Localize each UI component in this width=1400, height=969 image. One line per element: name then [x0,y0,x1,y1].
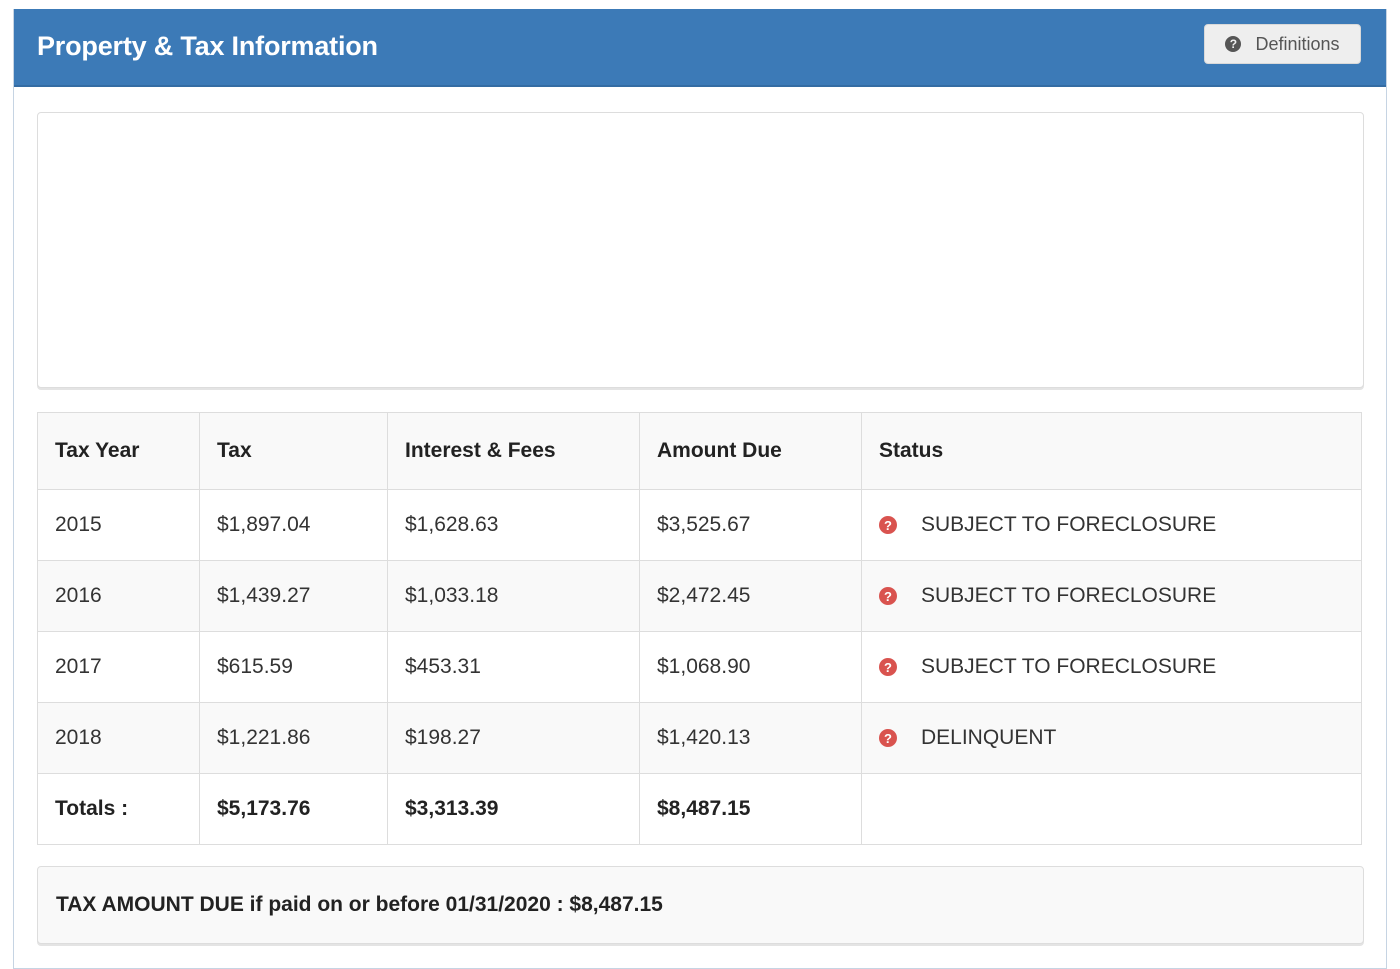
column-header-status: Status [861,412,1362,490]
cell-interest-fees: $1,033.18 [387,560,640,632]
tax-table: Tax Year Tax Interest & Fees Amount Due … [37,412,1362,845]
cell-tax: $615.59 [199,631,388,703]
question-circle-icon[interactable]: ? [879,516,897,534]
cell-tax-year: 2018 [37,702,200,774]
totals-amount-due: $8,487.15 [639,773,862,845]
column-header-tax-year: Tax Year [37,412,200,490]
cell-status: ? SUBJECT TO FORECLOSURE [861,631,1362,703]
panel-title: Property & Tax Information [37,31,378,61]
status-text: SUBJECT TO FORECLOSURE [921,655,1217,678]
totals-tax: $5,173.76 [199,773,388,845]
totals-row: Totals : $5,173.76 $3,313.39 $8,487.15 [37,773,1362,845]
cell-amount-due: $2,472.45 [639,560,862,632]
cell-tax: $1,439.27 [199,560,388,632]
cell-tax-year: 2016 [37,560,200,632]
definitions-button[interactable]: ? Definitions [1204,24,1361,64]
table-row: 2018 $1,221.86 $198.27 $1,420.13 ? DELIN… [37,702,1362,774]
cell-status: ? SUBJECT TO FORECLOSURE [861,489,1362,561]
cell-amount-due: $3,525.67 [639,489,862,561]
column-header-tax: Tax [199,412,388,490]
column-header-interest-fees: Interest & Fees [387,412,640,490]
table-row: 2015 $1,897.04 $1,628.63 $3,525.67 ? SUB… [37,489,1362,561]
cell-interest-fees: $198.27 [387,702,640,774]
table-row: 2016 $1,439.27 $1,033.18 $2,472.45 ? SUB… [37,560,1362,632]
question-circle-icon[interactable]: ? [879,729,897,747]
cell-interest-fees: $453.31 [387,631,640,703]
table-header-row: Tax Year Tax Interest & Fees Amount Due … [37,412,1362,490]
cell-status: ? SUBJECT TO FORECLOSURE [861,560,1362,632]
cell-tax-year: 2015 [37,489,200,561]
totals-status-empty [861,773,1362,845]
cell-tax: $1,221.86 [199,702,388,774]
cell-tax: $1,897.04 [199,489,388,561]
definitions-label: Definitions [1255,33,1340,54]
question-circle-icon[interactable]: ? [879,587,897,605]
cell-status: ? DELINQUENT [861,702,1362,774]
status-text: DELINQUENT [921,726,1057,749]
question-circle-icon[interactable]: ? [879,658,897,676]
content-placeholder-box [37,112,1364,388]
cell-interest-fees: $1,628.63 [387,489,640,561]
question-circle-icon: ? [1225,36,1242,52]
tax-amount-due-text: TAX AMOUNT DUE if paid on or before 01/3… [56,893,663,916]
panel-header: Property & Tax Information ? Definitions [14,9,1386,87]
cell-tax-year: 2017 [37,631,200,703]
cell-amount-due: $1,420.13 [639,702,862,774]
cell-amount-due: $1,068.90 [639,631,862,703]
property-tax-panel: Property & Tax Information ? Definitions… [13,9,1387,969]
table-row: 2017 $615.59 $453.31 $1,068.90 ? SUBJECT… [37,631,1362,703]
tax-amount-due-box: TAX AMOUNT DUE if paid on or before 01/3… [37,866,1364,944]
status-text: SUBJECT TO FORECLOSURE [921,513,1217,536]
column-header-amount-due: Amount Due [639,412,862,490]
status-text: SUBJECT TO FORECLOSURE [921,584,1217,607]
totals-label: Totals : [37,773,200,845]
totals-interest-fees: $3,313.39 [387,773,640,845]
